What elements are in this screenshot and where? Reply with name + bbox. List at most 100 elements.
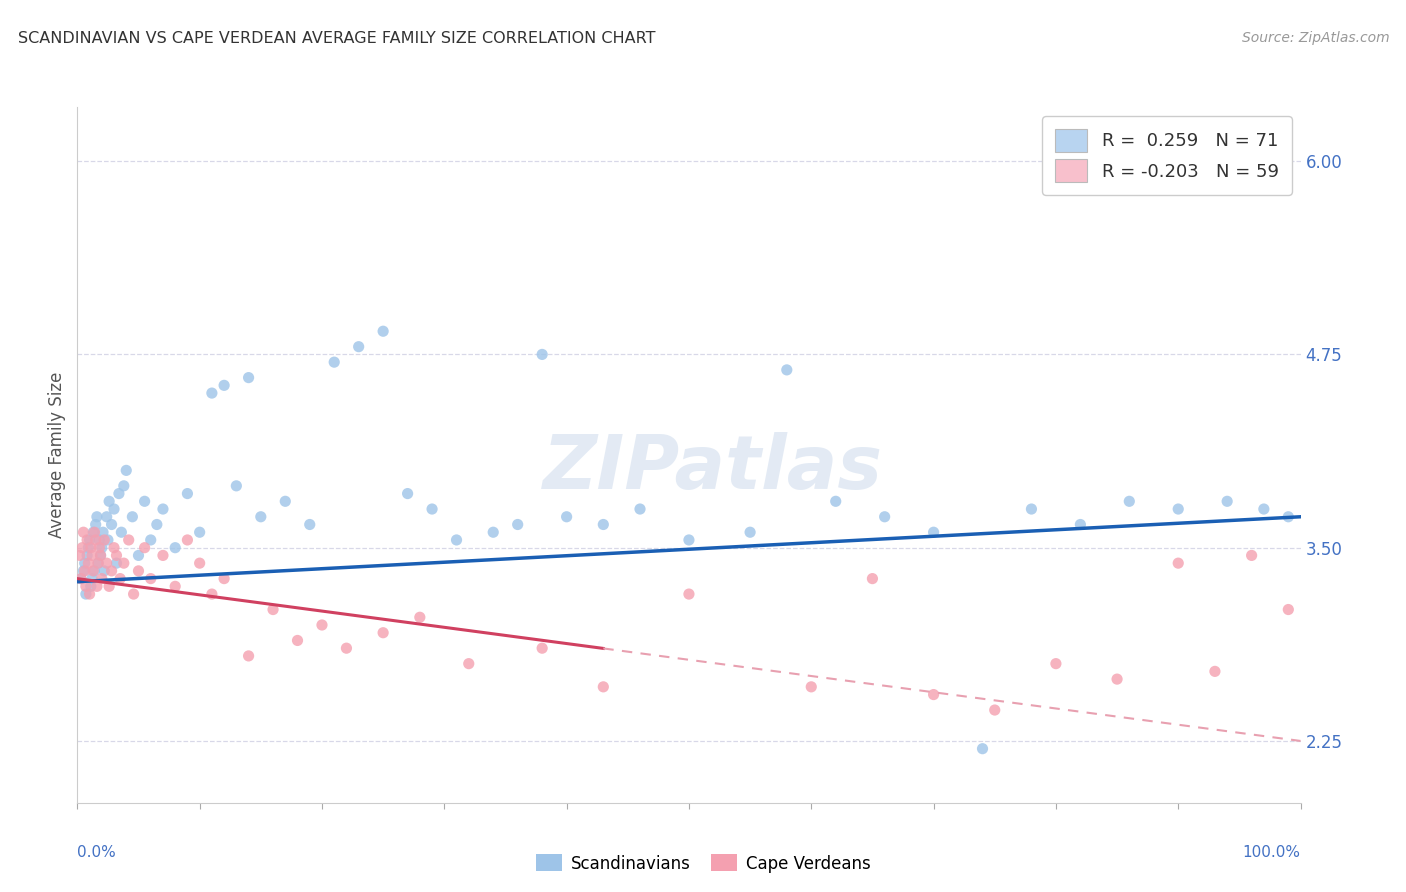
- Point: [592, 517, 614, 532]
- Point: [112, 479, 135, 493]
- Point: [82, 525, 104, 540]
- Point: [121, 509, 143, 524]
- Point: [100, 517, 122, 532]
- Point: [984, 703, 1007, 717]
- Point: [1167, 556, 1189, 570]
- Point: [262, 602, 284, 616]
- Point: [188, 525, 211, 540]
- Point: [1167, 502, 1189, 516]
- Point: [506, 517, 529, 532]
- Point: [98, 579, 121, 593]
- Point: [201, 386, 224, 401]
- Point: [128, 549, 150, 563]
- Point: [77, 556, 100, 570]
- Point: [1253, 502, 1275, 516]
- Point: [1204, 665, 1226, 679]
- Point: [1045, 657, 1067, 671]
- Point: [72, 525, 94, 540]
- Point: [97, 533, 120, 547]
- Point: [80, 541, 103, 555]
- Point: [89, 533, 111, 547]
- Point: [70, 572, 93, 586]
- Point: [80, 572, 103, 586]
- Point: [347, 340, 370, 354]
- Point: [73, 556, 96, 570]
- Point: [678, 533, 700, 547]
- Point: [165, 579, 187, 593]
- Point: [100, 564, 122, 578]
- Point: [93, 564, 115, 578]
- Point: [176, 533, 198, 547]
- Point: [76, 549, 98, 563]
- Point: [134, 541, 156, 555]
- Legend: R =  0.259   N = 71, R = -0.203   N = 59: R = 0.259 N = 71, R = -0.203 N = 59: [1042, 116, 1292, 195]
- Point: [146, 517, 169, 532]
- Point: [79, 587, 101, 601]
- Point: [152, 549, 174, 563]
- Point: [96, 556, 118, 570]
- Point: [1107, 672, 1129, 686]
- Point: [446, 533, 468, 547]
- Point: [1216, 494, 1239, 508]
- Point: [776, 363, 799, 377]
- Point: [972, 741, 994, 756]
- Point: [274, 494, 297, 508]
- Point: [90, 549, 112, 563]
- Point: [80, 579, 103, 593]
- Point: [90, 572, 112, 586]
- Point: [86, 579, 108, 593]
- Point: [201, 587, 224, 601]
- Point: [371, 324, 394, 338]
- Text: 100.0%: 100.0%: [1243, 845, 1301, 860]
- Point: [922, 525, 945, 540]
- Point: [800, 680, 823, 694]
- Point: [89, 541, 111, 555]
- Point: [176, 486, 198, 500]
- Point: [83, 564, 105, 578]
- Point: [1240, 549, 1263, 563]
- Point: [86, 509, 108, 524]
- Point: [323, 355, 346, 369]
- Point: [73, 564, 96, 578]
- Point: [212, 572, 235, 586]
- Point: [75, 587, 97, 601]
- Point: [105, 556, 128, 570]
- Point: [212, 378, 235, 392]
- Point: [188, 556, 211, 570]
- Point: [396, 486, 419, 500]
- Point: [1069, 517, 1091, 532]
- Point: [108, 486, 131, 500]
- Point: [115, 463, 138, 477]
- Point: [1021, 502, 1043, 516]
- Point: [108, 572, 131, 586]
- Point: [82, 564, 104, 578]
- Point: [122, 587, 145, 601]
- Text: ZIPatlas: ZIPatlas: [543, 433, 883, 506]
- Point: [84, 533, 107, 547]
- Point: [457, 657, 479, 671]
- Text: SCANDINAVIAN VS CAPE VERDEAN AVERAGE FAMILY SIZE CORRELATION CHART: SCANDINAVIAN VS CAPE VERDEAN AVERAGE FAM…: [18, 31, 655, 46]
- Point: [287, 633, 309, 648]
- Point: [862, 572, 884, 586]
- Point: [409, 610, 432, 624]
- Point: [335, 641, 357, 656]
- Point: [118, 533, 141, 547]
- Point: [128, 564, 150, 578]
- Point: [75, 579, 97, 593]
- Point: [79, 533, 101, 547]
- Point: [139, 572, 162, 586]
- Y-axis label: Average Family Size: Average Family Size: [48, 372, 66, 538]
- Text: Source: ZipAtlas.com: Source: ZipAtlas.com: [1241, 31, 1389, 45]
- Point: [76, 533, 98, 547]
- Point: [238, 648, 260, 663]
- Point: [250, 509, 273, 524]
- Point: [482, 525, 505, 540]
- Point: [740, 525, 762, 540]
- Point: [91, 525, 114, 540]
- Point: [420, 502, 443, 516]
- Point: [824, 494, 846, 508]
- Point: [96, 509, 118, 524]
- Point: [69, 549, 91, 563]
- Point: [592, 680, 614, 694]
- Point: [103, 502, 125, 516]
